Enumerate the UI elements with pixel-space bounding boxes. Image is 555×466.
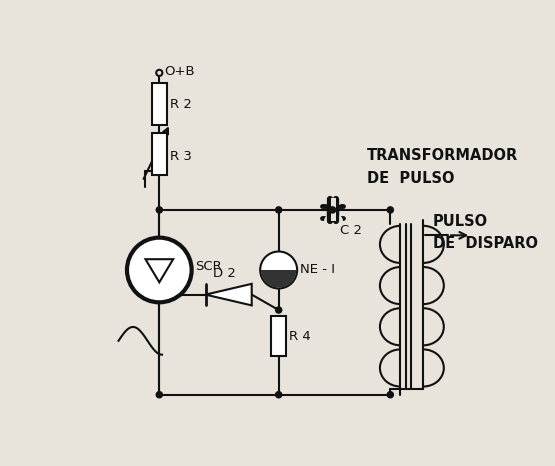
Circle shape <box>387 207 393 213</box>
Circle shape <box>276 391 282 398</box>
Circle shape <box>330 207 336 213</box>
Circle shape <box>260 252 297 288</box>
Text: D 2: D 2 <box>213 267 236 280</box>
Text: TRANSFORMADOR
DE  PULSO: TRANSFORMADOR DE PULSO <box>367 148 518 185</box>
Text: O+B: O+B <box>164 65 195 78</box>
Circle shape <box>157 391 163 398</box>
Text: C 2: C 2 <box>340 224 362 237</box>
Circle shape <box>276 207 282 213</box>
Bar <box>152 133 167 175</box>
Text: SCR: SCR <box>195 260 222 273</box>
Text: PULSO
DE  DISPARO: PULSO DE DISPARO <box>433 214 538 251</box>
Text: NE - I: NE - I <box>300 263 335 276</box>
Bar <box>152 83 167 125</box>
Circle shape <box>127 238 191 302</box>
Polygon shape <box>205 284 252 305</box>
Circle shape <box>276 307 282 313</box>
Text: R 2: R 2 <box>170 97 192 110</box>
Wedge shape <box>261 270 296 288</box>
Circle shape <box>387 391 393 398</box>
Circle shape <box>157 207 163 213</box>
Text: R 4: R 4 <box>290 330 311 343</box>
Text: R 3: R 3 <box>170 150 192 163</box>
Bar <box>271 316 286 356</box>
Polygon shape <box>145 259 173 282</box>
Circle shape <box>157 70 163 76</box>
Bar <box>331 199 336 221</box>
